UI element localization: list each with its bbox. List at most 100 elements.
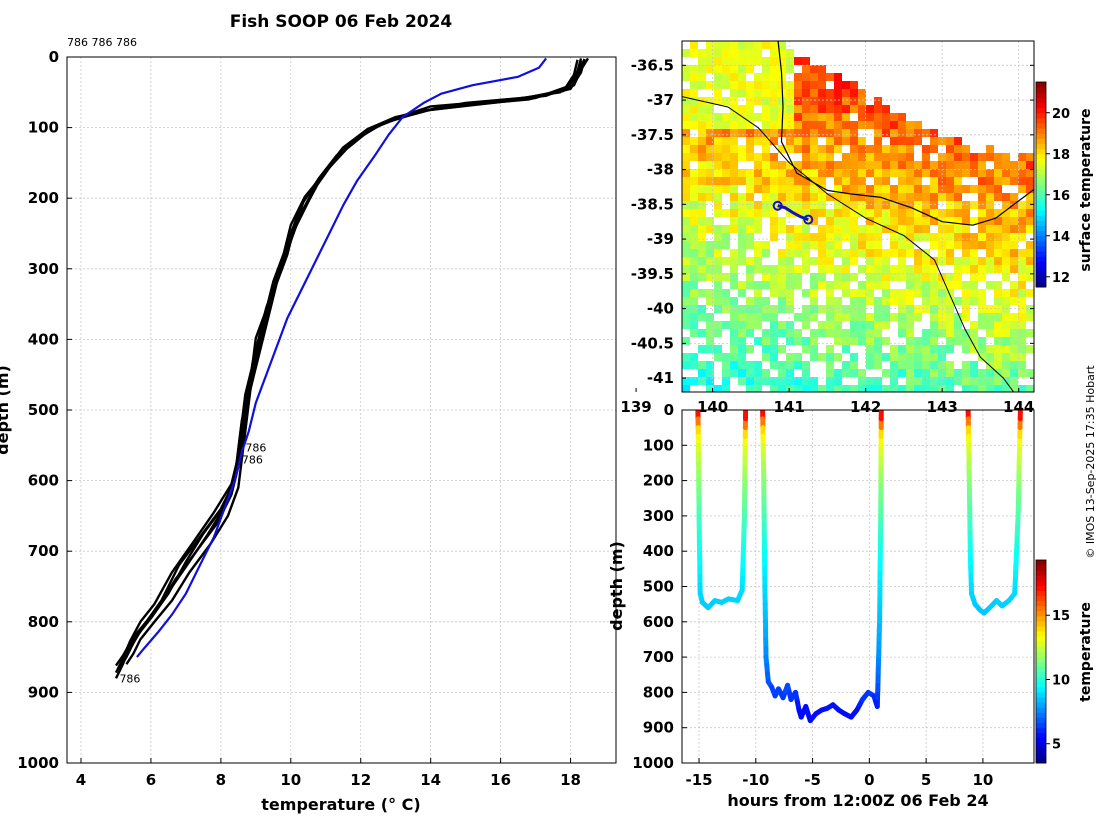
sst-cell — [794, 329, 802, 337]
temperature-colorbar-segment — [1036, 600, 1046, 607]
sst-cell — [858, 209, 866, 217]
sst-cell — [914, 257, 922, 265]
sst-cell — [1002, 353, 1010, 361]
sst-cell — [922, 345, 930, 353]
sst-cell — [682, 105, 690, 113]
sst-cell — [978, 321, 986, 329]
sst-cell — [914, 289, 922, 297]
sst-cell — [706, 377, 714, 385]
temperature-colorbar-segment — [1036, 727, 1046, 734]
sst-cell — [986, 265, 994, 273]
sst-cell — [818, 193, 826, 201]
sst-cell — [794, 281, 802, 289]
sst-cell — [898, 257, 906, 265]
sst-cell — [818, 209, 826, 217]
sst-cell — [946, 177, 954, 185]
sst-cell — [842, 385, 850, 392]
sst-cell — [778, 145, 786, 153]
sst-cell — [794, 113, 802, 121]
sst-cell — [978, 385, 986, 392]
sst-cell — [970, 241, 978, 249]
sst-cell — [850, 177, 858, 185]
sst-cell — [714, 65, 722, 73]
sst-cell — [970, 185, 978, 193]
sst-cell — [954, 337, 962, 345]
sst-cell — [770, 97, 778, 105]
sst-cell — [770, 281, 778, 289]
sst-cell — [746, 257, 754, 265]
section-chart: -15 -10 -5 0 5 10 010020030040050060070080090… — [607, 401, 1094, 810]
sst-colorbar-segment — [1036, 230, 1046, 237]
sst-cell — [970, 361, 978, 369]
sst-cell — [698, 249, 706, 257]
sst-cell — [818, 329, 826, 337]
sst-cell — [898, 361, 906, 369]
sst-cell — [882, 385, 890, 392]
sst-cell — [978, 377, 986, 385]
sst-cell — [730, 113, 738, 121]
sst-cell — [898, 353, 906, 361]
sst-cell — [842, 289, 850, 297]
sst-cell — [890, 209, 898, 217]
sst-cell — [1002, 313, 1010, 321]
sst-cell — [834, 241, 842, 249]
sst-cell — [930, 377, 938, 385]
temperature-colorbar-segment — [1036, 641, 1046, 647]
sst-cell — [738, 81, 746, 89]
sst-cell — [754, 153, 762, 161]
sst-cell — [794, 97, 802, 105]
sst-cell — [1026, 225, 1034, 233]
sst-cell — [930, 241, 938, 249]
sst-cell — [1002, 169, 1010, 177]
sst-cell — [834, 193, 842, 201]
sst-cell — [850, 369, 858, 377]
sst-cell — [826, 161, 834, 169]
sst-cell — [1026, 177, 1034, 185]
sst-cell — [842, 265, 850, 273]
sst-cell — [906, 217, 914, 225]
sst-cell — [858, 369, 866, 377]
sst-cell — [986, 217, 994, 225]
sst-cell — [1018, 233, 1026, 241]
section-y-tick-label: 200 — [643, 472, 674, 490]
sst-cell — [770, 41, 778, 49]
sst-cell — [898, 129, 906, 137]
sst-cell — [1010, 265, 1018, 273]
sst-cell — [858, 297, 866, 305]
sst-cell — [842, 313, 850, 321]
sst-cell — [746, 177, 754, 185]
sst-cell — [786, 321, 794, 329]
sst-cell — [866, 225, 874, 233]
sst-cell — [698, 257, 706, 265]
temperature-colorbar-segment — [1036, 605, 1046, 612]
sst-cell — [858, 153, 866, 161]
sst-cell — [730, 129, 738, 137]
temperature-colorbar-segment — [1036, 636, 1046, 642]
sst-cell — [962, 369, 970, 377]
sst-cell — [834, 73, 842, 81]
profile-chart: Fish SOOP 06 Feb 2024 786 786 786 4 6 8 10 1… — [0, 12, 617, 814]
sst-cell — [818, 177, 826, 185]
sst-cell — [978, 337, 986, 345]
temperature-colorbar-segment — [1036, 757, 1046, 764]
sst-cell — [906, 177, 914, 185]
sst-cell — [730, 193, 738, 201]
sst-cell — [874, 241, 882, 249]
sst-cell — [858, 305, 866, 313]
sst-cell — [954, 217, 962, 225]
sst-cell — [922, 265, 930, 273]
section-y-tick-label: 400 — [643, 542, 674, 560]
sst-cell — [778, 265, 786, 273]
sst-cell — [826, 329, 834, 337]
sst-cell — [1026, 265, 1034, 273]
sst-cell — [794, 241, 802, 249]
sst-cell — [786, 129, 794, 137]
sst-cell — [738, 105, 746, 113]
sst-cell — [842, 337, 850, 345]
sst-cell — [706, 321, 714, 329]
sst-cell — [858, 137, 866, 145]
sst-cell — [954, 193, 962, 201]
sst-cell — [842, 177, 850, 185]
sst-cell — [730, 249, 738, 257]
sst-cell — [866, 345, 874, 353]
